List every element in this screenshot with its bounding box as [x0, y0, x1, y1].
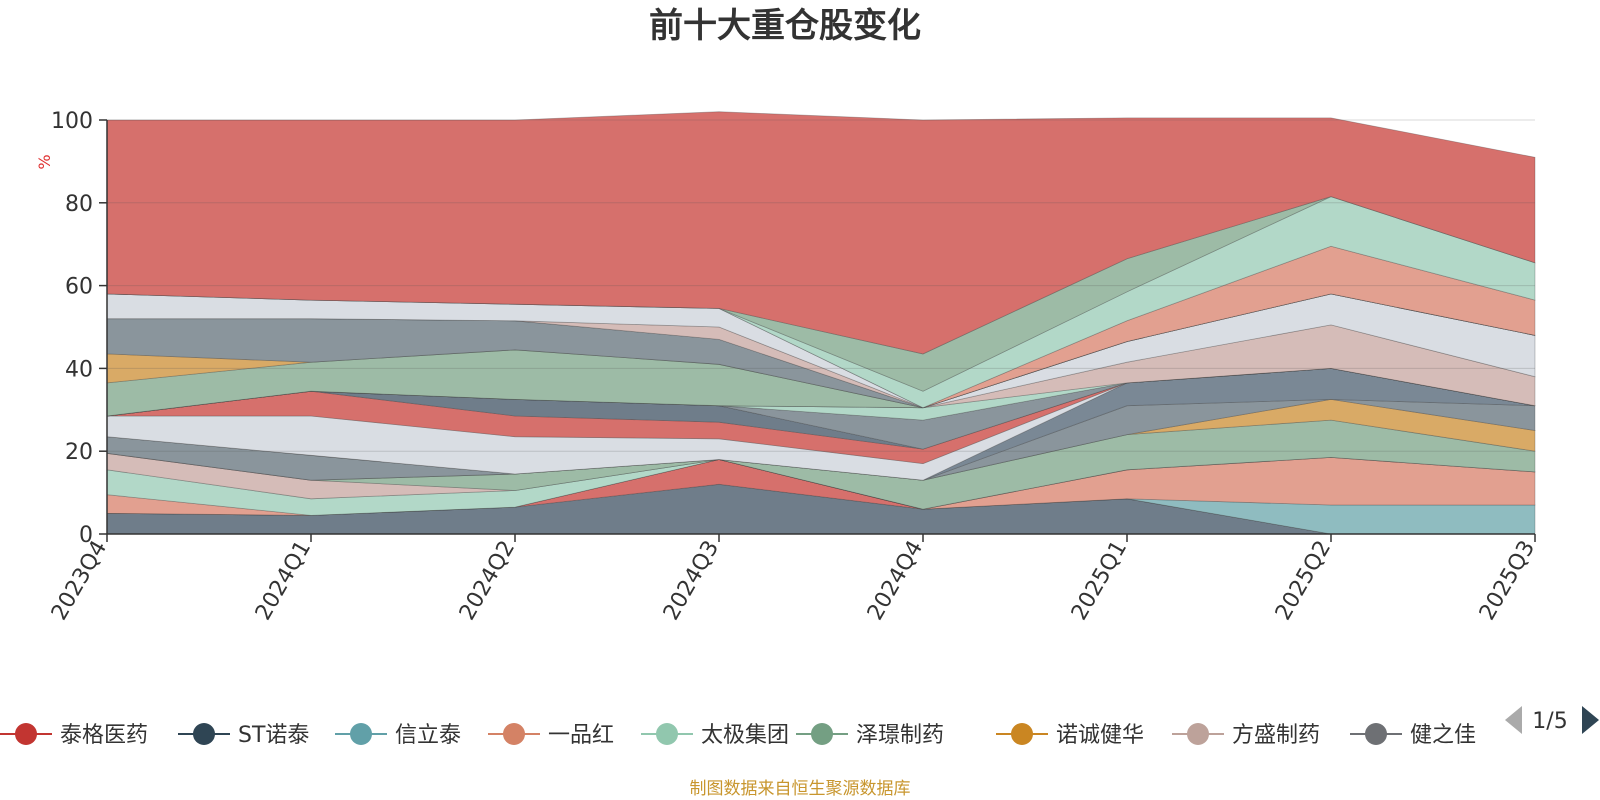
legend-label: 泽璟制药 — [856, 723, 944, 748]
legend-pager: 1/5 — [1505, 706, 1599, 734]
legend-item-4[interactable]: 一品红 — [488, 723, 614, 748]
legend-item-7[interactable]: 诺诚健华 — [996, 723, 1144, 748]
y-tick-label: 100 — [51, 109, 93, 134]
legend-marker-icon — [15, 723, 37, 745]
y-tick-label: 80 — [65, 192, 93, 217]
y-tick-label: 20 — [65, 440, 93, 465]
legend-label: 诺诚健华 — [1056, 723, 1144, 748]
axes — [106, 120, 1535, 535]
area-series-t — [106, 293, 1536, 409]
legend-item-9[interactable]: 健之佳 — [1350, 723, 1476, 748]
x-tick-label: 2024Q3 — [659, 537, 724, 625]
x-tick-label: 2024Q2 — [455, 537, 520, 625]
legend-page-indicator: 1/5 — [1532, 709, 1567, 734]
legend-marker-icon — [350, 723, 372, 745]
legend-marker-icon — [193, 723, 215, 745]
area-series-z — [106, 111, 1536, 355]
legend-item-3[interactable]: 信立泰 — [335, 723, 461, 748]
legend-item-5[interactable]: 太极集团 — [641, 723, 789, 748]
x-tick-label: 2025Q2 — [1271, 537, 1336, 625]
area-series-i — [106, 398, 1536, 481]
x-ticks: 2023Q4 2024Q1 2024Q2 2024Q3 2024Q4 2025Q1 2025… — [47, 534, 1540, 625]
chart-title: 前十大重仓股变化 — [649, 6, 921, 46]
legend-prev-page-icon[interactable] — [1505, 706, 1522, 734]
legend-label: 一品红 — [548, 723, 614, 748]
legend-marker-icon — [1011, 723, 1033, 745]
source-note: 制图数据来自恒生聚源数据库 — [690, 779, 911, 799]
legend-label: 太极集团 — [701, 723, 789, 748]
y-tick-label: 60 — [65, 275, 93, 300]
y-tick-label: 40 — [65, 357, 93, 382]
x-tick-label: 2025Q3 — [1475, 537, 1540, 625]
x-tick-label: 2024Q4 — [863, 537, 928, 625]
legend-label: 健之佳 — [1410, 723, 1476, 748]
grid-lines — [107, 119, 1535, 452]
area-layer — [106, 111, 1536, 535]
legend-marker-icon — [1187, 723, 1209, 745]
x-tick-label: 2023Q4 — [47, 537, 112, 625]
x-tick-label: 2025Q1 — [1067, 537, 1132, 625]
y-ticks: 0 20 40 60 80 100 — [51, 109, 107, 548]
legend-item-6[interactable]: 泽璟制药 — [796, 723, 944, 748]
y-tick-label: 0 — [79, 523, 93, 548]
legend-marker-icon — [811, 723, 833, 745]
legend-label: 方盛制药 — [1232, 723, 1320, 748]
legend-marker-icon — [656, 723, 678, 745]
legend-marker-icon — [503, 723, 525, 745]
legend: 泰格医药 ST诺泰 信立泰 一品红 太极集团 泽璟制药 诺诚健华 方盛制药 健之佳 — [0, 723, 1476, 748]
legend-next-page-icon[interactable] — [1582, 706, 1599, 734]
legend-item-1[interactable]: 泰格医药 — [0, 723, 148, 748]
legend-label: 泰格医药 — [60, 723, 148, 748]
legend-item-8[interactable]: 方盛制药 — [1172, 723, 1320, 748]
legend-label: ST诺泰 — [238, 723, 309, 748]
y-axis-label: % — [35, 154, 54, 169]
x-tick-label: 2024Q1 — [251, 537, 316, 625]
legend-marker-icon — [1365, 723, 1387, 745]
legend-label: 信立泰 — [395, 723, 461, 748]
legend-item-2[interactable]: ST诺泰 — [178, 723, 309, 748]
